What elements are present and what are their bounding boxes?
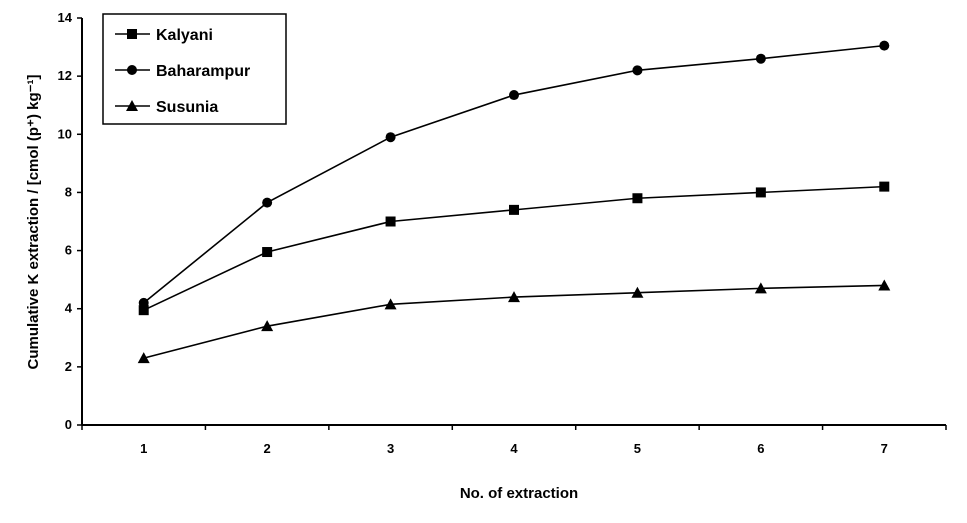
data-point — [754, 282, 767, 294]
y-tick-label: 10 — [58, 126, 72, 141]
data-point — [755, 53, 766, 64]
legend: Kalyani Baharampur Susunia — [102, 13, 287, 125]
x-tick-label: 2 — [264, 441, 271, 456]
legend-item-susunia: Susunia — [115, 99, 218, 116]
x-tick-label: 6 — [757, 441, 764, 456]
data-point — [878, 279, 891, 291]
legend-label: Kalyani — [156, 27, 213, 44]
data-point — [261, 320, 274, 332]
data-point — [631, 286, 644, 298]
data-point — [879, 40, 890, 51]
data-point — [262, 247, 273, 258]
series-kalyani — [138, 181, 890, 316]
data-point — [384, 298, 397, 310]
data-point — [262, 197, 273, 208]
series-baharampur — [138, 40, 890, 308]
legend-marker — [126, 100, 138, 111]
legend-marker — [127, 65, 137, 75]
x-tick-label: 5 — [634, 441, 641, 456]
x-tick-label: 1 — [140, 441, 147, 456]
y-tick-label: 6 — [65, 243, 72, 258]
data-point — [385, 216, 396, 227]
legend-marker — [127, 29, 137, 39]
data-point — [138, 297, 149, 308]
data-point — [138, 305, 149, 316]
y-tick-label: 0 — [65, 417, 72, 432]
x-tick-label: 4 — [510, 441, 518, 456]
y-tick-label: 12 — [58, 68, 72, 83]
y-tick-label: 4 — [65, 301, 73, 316]
data-point — [385, 132, 396, 143]
data-point — [137, 352, 150, 364]
y-tick-label: 14 — [58, 10, 73, 25]
data-point — [632, 193, 643, 204]
y-tick-label: 8 — [65, 184, 72, 199]
legend-item-baharampur: Baharampur — [115, 63, 250, 80]
data-point — [509, 90, 519, 101]
y-axis-title: Cumulative K extraction / [cmol (p⁺) kg⁻… — [25, 74, 42, 369]
legend-label: Susunia — [156, 99, 218, 116]
legend-label: Baharampur — [156, 63, 250, 80]
x-tick-label: 3 — [387, 441, 394, 456]
legend-item-kalyani: Kalyani — [115, 27, 213, 44]
x-axis-title: No. of extraction — [460, 485, 578, 502]
data-point — [508, 291, 520, 303]
data-point — [632, 65, 643, 76]
data-point — [879, 181, 890, 192]
series-susunia — [137, 279, 891, 364]
x-tick-label: 7 — [881, 441, 888, 456]
data-point — [509, 204, 519, 215]
y-tick-label: 2 — [65, 359, 72, 374]
data-point — [755, 187, 766, 198]
